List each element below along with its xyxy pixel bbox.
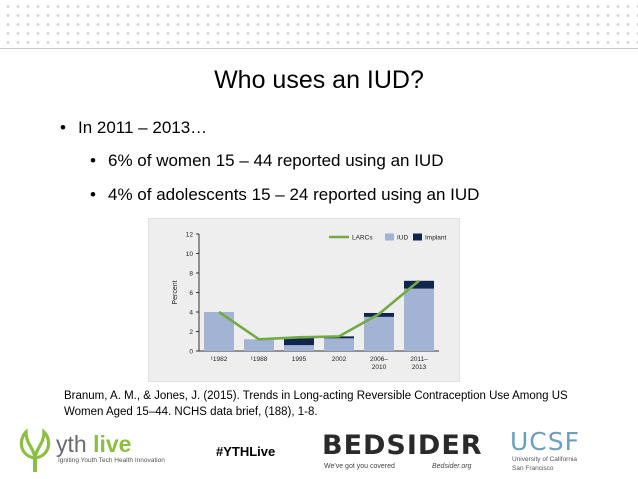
y-tick-label: 8 xyxy=(189,271,193,278)
x-tick-label: ¹1988 xyxy=(251,356,268,363)
bullet-item: • 4% of adolescents 15 – 24 reported usin… xyxy=(90,184,479,206)
line-larcs xyxy=(218,279,420,341)
y-tick-label: 2 xyxy=(189,329,193,336)
x-tick-label: 2006– xyxy=(370,356,388,363)
bar-iud xyxy=(404,288,434,351)
yth-leaf-icon xyxy=(19,428,51,472)
bedsider-url: Bedsider.org xyxy=(432,463,472,470)
y-tick-label: 10 xyxy=(186,251,194,258)
y-tick-label: 6 xyxy=(189,290,193,297)
ucsf-university-line: University of California xyxy=(512,456,578,463)
legend-implant-label: Implant xyxy=(425,235,447,242)
y-axis-label: Percent xyxy=(172,280,179,304)
legend-iud-swatch xyxy=(385,233,394,241)
citation-line: Women Aged 15–44. NCHS data brief, (188)… xyxy=(64,405,318,418)
bullet-item: • In 2011 – 2013… xyxy=(60,117,207,139)
ucsf-logo: UCSF xyxy=(510,427,581,456)
x-tick-label: 2011– xyxy=(410,356,428,363)
legend-iud-label: IUD xyxy=(397,235,409,242)
slide-title: Who uses an IUD? xyxy=(214,66,424,94)
bar-iud xyxy=(244,339,274,351)
bar-iud xyxy=(324,338,354,351)
x-tick-label: 1995 xyxy=(292,356,307,363)
hashtag: #YTHLive xyxy=(216,444,276,459)
y-tick-label: 0 xyxy=(189,349,193,356)
citation: Branum, A. M., & Jones, J. (2015). Trend… xyxy=(64,389,584,420)
bar-implant xyxy=(404,280,434,289)
yth-brand-b: live xyxy=(86,431,132,457)
bullet-text: 4% of adolescents 15 – 24 reported using… xyxy=(108,185,480,204)
bullet-item: • 6% of women 15 – 44 reported using an I… xyxy=(90,150,443,172)
header-divider xyxy=(0,48,638,49)
bullet-marker: • xyxy=(60,118,66,137)
dot-pattern-header xyxy=(0,0,638,48)
yth-brand-a: yth xyxy=(56,431,87,457)
bar-iud xyxy=(364,316,394,351)
bar-iud xyxy=(284,345,314,351)
bullet-text: 6% of women 15 – 44 reported using an IU… xyxy=(108,151,444,170)
y-tick-label: 12 xyxy=(186,232,194,239)
x-tick-label: 2002 xyxy=(332,356,347,363)
x-tick-label: 2010 xyxy=(372,364,387,371)
bullet-marker: • xyxy=(90,185,96,204)
x-tick-label: 2013 xyxy=(412,364,427,371)
bullet-marker: • xyxy=(90,151,96,170)
bullet-text: In 2011 – 2013… xyxy=(78,118,208,137)
legend-larcs-label: LARCs xyxy=(352,235,373,242)
chart-container: 0 2 4 6 8 10 12 Percent ¹1982 ¹1988 1995 2002 2006– 2… xyxy=(148,218,460,382)
yth-live-logo: yth live xyxy=(56,431,131,457)
legend-implant-swatch xyxy=(413,233,422,241)
yth-tagline: Igniting Youth Tech Health Innovation xyxy=(58,457,165,464)
x-tick-label: ¹1982 xyxy=(211,356,228,363)
bar-implant xyxy=(284,337,314,346)
bedsider-logo: BEDSIDER xyxy=(322,430,483,461)
citation-line: Branum, A. M., & Jones, J. (2015). Trend… xyxy=(64,390,568,402)
y-tick-label: 4 xyxy=(189,310,193,317)
ucsf-city-line: San Francisco xyxy=(512,465,554,472)
bedsider-tagline: We've got you covered xyxy=(324,463,395,470)
